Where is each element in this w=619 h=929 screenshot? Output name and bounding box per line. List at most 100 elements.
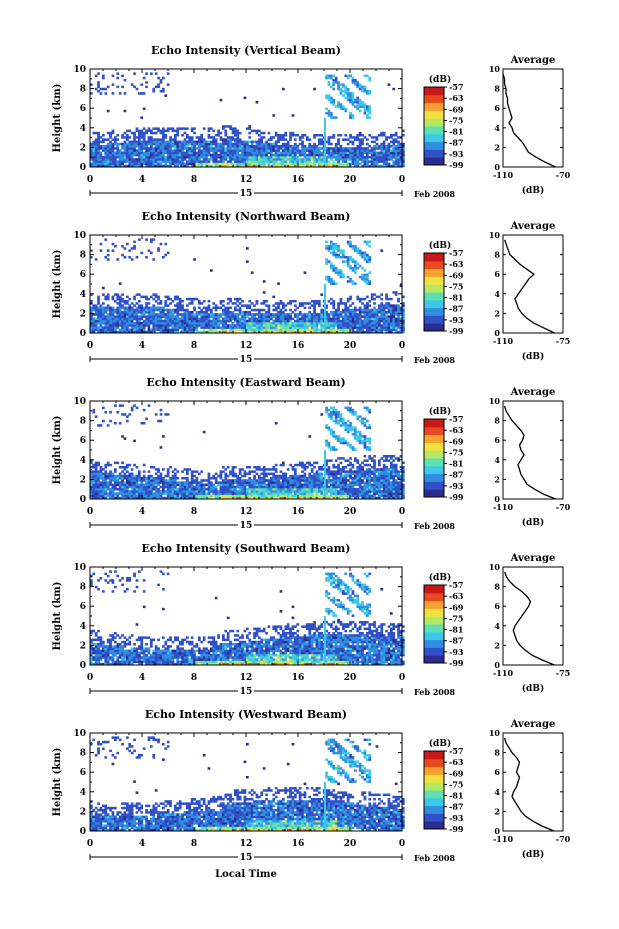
colorbar-tick-label: -87 [449, 138, 463, 148]
echo-spike [324, 616, 326, 665]
panel-title: Echo Intensity (Northward Beam) [142, 210, 351, 223]
x-tick-label: 0 [87, 507, 93, 517]
y-tick-label: 10 [73, 563, 86, 573]
average-profile: Average 0 2 4 6 8 10 -110 -75 (dB) [489, 221, 570, 362]
colorbar-segment [424, 292, 444, 301]
colorbar-tick-label: -81 [449, 791, 463, 801]
colorbar-tick-label: -57 [449, 580, 463, 590]
colorbar-segment [424, 442, 444, 451]
colorbar-segment [424, 797, 444, 807]
colorbar-segment [424, 639, 444, 648]
colorbar-tick-label: -63 [449, 93, 464, 103]
y-axis-label: Height (km) [52, 748, 63, 817]
profile-y-tick-label: 4 [494, 455, 500, 465]
colorbar-segment [424, 260, 444, 270]
colorbar-segment [424, 450, 444, 459]
colorbar-frame [423, 584, 445, 664]
y-tick-label: 4 [80, 622, 86, 632]
x-tick-label: 0 [87, 839, 93, 849]
y-tick-label: 10 [73, 65, 86, 75]
profile-x-tick-label: -70 [556, 834, 571, 844]
colorbar-segment [424, 458, 444, 467]
profile-x-tick-label: -110 [493, 834, 513, 844]
x-tick-label: 20 [344, 839, 357, 849]
profile-y-tick-label: 4 [494, 289, 500, 299]
profile-y-tick-label: 10 [489, 230, 501, 240]
colorbar-tick-label: -99 [449, 492, 464, 502]
colorbar-title: (dB) [429, 406, 451, 417]
profile-x-label: (dB) [522, 849, 544, 860]
profile-y-tick-label: 6 [494, 103, 500, 113]
y-tick-label: 4 [80, 788, 86, 798]
profile-y-tick-label: 2 [494, 640, 500, 650]
colorbar-segment [424, 110, 444, 119]
y-tick-label: 2 [80, 641, 86, 651]
colorbar-segment [424, 655, 444, 664]
colorbar-segment [424, 616, 444, 625]
y-tick-label: 10 [73, 729, 86, 739]
colorbar-tick-label: -63 [449, 425, 464, 435]
profile-y-tick-label: 4 [494, 123, 500, 133]
heatmap [90, 238, 405, 334]
x-tick-label: 0 [399, 175, 405, 185]
colorbar-segment [424, 473, 444, 482]
x-tick-label: 4 [139, 175, 145, 185]
colorbar-tick-label: -69 [449, 436, 464, 446]
colorbar-segment [424, 315, 444, 324]
profile-frame [502, 234, 564, 334]
colorbar-tick-label: -81 [449, 625, 463, 635]
colorbar-tick-label: -93 [449, 149, 464, 159]
x-tick-label: 16 [292, 341, 305, 351]
heatmap [90, 72, 405, 168]
profile-y-tick-label: 4 [494, 787, 500, 797]
y-axis-label: Height (km) [52, 582, 63, 651]
x-tick-label: 16 [292, 175, 305, 185]
profile-y-tick-label: 6 [494, 435, 500, 445]
colorbar-segment [424, 426, 444, 436]
y-tick-label: 8 [80, 251, 86, 261]
x-tick-label: 0 [399, 839, 405, 849]
date-label: Feb 2008 [414, 521, 455, 531]
x-tick-label: 20 [344, 341, 357, 351]
profile-x-label: (dB) [522, 517, 544, 528]
x-tick-label: 4 [139, 673, 145, 683]
profile-y-tick-label: 8 [494, 250, 500, 260]
panel-3: Echo Intensity (Eastward Beam) 0 2 4 6 8 10 Hei… [52, 376, 571, 531]
colorbar-frame [423, 750, 445, 830]
colorbar-frame [423, 86, 445, 166]
x-tick-label: 0 [87, 175, 93, 185]
profile-y-tick-label: 6 [494, 269, 500, 279]
colorbar-segment [424, 118, 444, 127]
y-tick-label: 6 [80, 436, 86, 446]
colorbar-frame [423, 418, 445, 498]
y-tick-label: 10 [73, 231, 86, 241]
profile-y-tick-label: 0 [494, 826, 500, 836]
y-tick-label: 0 [80, 495, 86, 505]
x-tick-label: 8 [191, 839, 197, 849]
average-profile: Average 0 2 4 6 8 10 -110 -70 (dB) [489, 387, 571, 528]
day-label: 15 [240, 687, 253, 697]
x-tick-label: 0 [399, 507, 405, 517]
colorbar-segment [424, 585, 444, 594]
y-tick-label: 6 [80, 602, 86, 612]
profile-x-tick-label: -75 [556, 668, 570, 678]
colorbar-tick-label: -69 [449, 768, 464, 778]
panel-5: Echo Intensity (Westward Beam) 0 2 4 6 8 10 Hei… [52, 708, 571, 863]
colorbar-segment [424, 813, 444, 822]
y-tick-label: 4 [80, 290, 86, 300]
heatmap [90, 404, 405, 500]
x-tick-label: 16 [292, 673, 305, 683]
profile-x-tick-label: -110 [493, 170, 513, 180]
colorbar-segment [424, 149, 444, 158]
colorbar-segment [424, 141, 444, 150]
profile-x-label: (dB) [522, 683, 544, 694]
colorbar-tick-label: -63 [449, 259, 464, 269]
date-label: Feb 2008 [414, 687, 455, 697]
colorbar-tick-label: -57 [449, 248, 463, 258]
colorbar-segment [424, 774, 444, 783]
profile-x-label: (dB) [522, 351, 544, 362]
colorbar-tick-label: -87 [449, 304, 463, 314]
profile-y-tick-label: 0 [494, 162, 500, 172]
colorbar-tick-label: -69 [449, 104, 464, 114]
x-tick-label: 4 [139, 839, 145, 849]
